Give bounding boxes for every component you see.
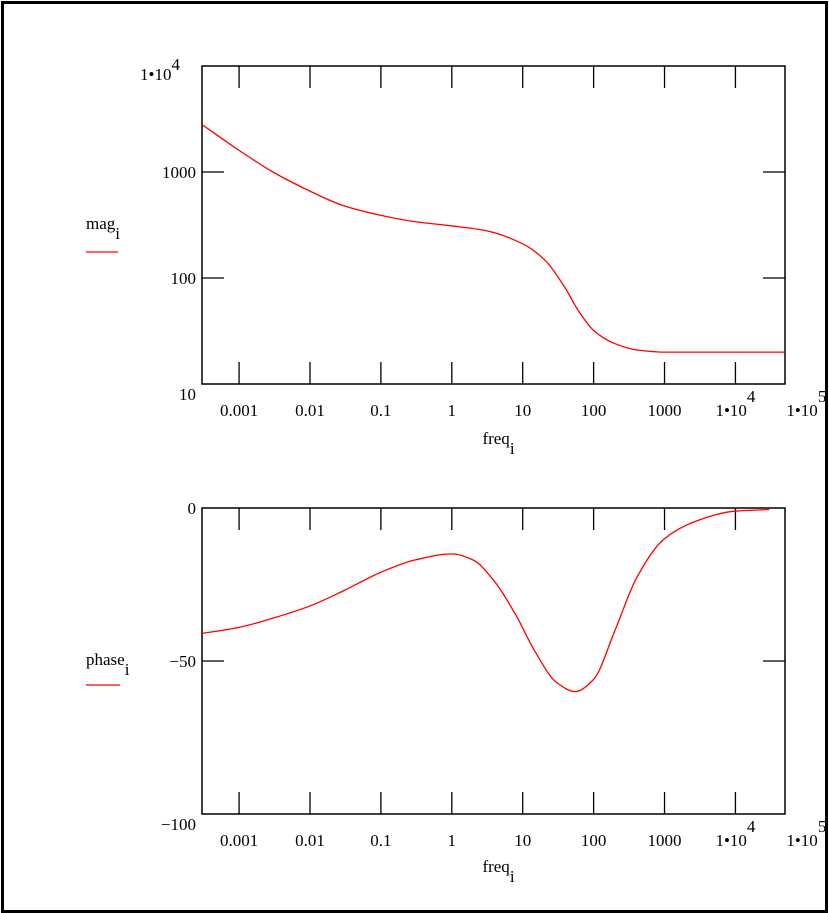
x-axis-title: freqi	[482, 429, 514, 458]
y-tick-label: 1•104	[140, 55, 180, 84]
x-tick-label: 1•104	[715, 817, 755, 850]
plot-box	[201, 65, 786, 385]
magnitude-plot: 10 100 1000 1•104 0.001 0.01 0.1 1 10 100 1000 1•10…	[86, 55, 826, 458]
x-tick-label: 10	[514, 831, 531, 850]
x-tick-label: 1	[448, 401, 457, 420]
y-tick-label: 100	[171, 269, 197, 288]
x-axis-title: freqi	[482, 857, 514, 886]
y-tick-label: 0	[188, 499, 197, 518]
x-tick-label: 10	[514, 401, 531, 420]
x-tick-label: 100	[581, 401, 607, 420]
y-tick-label: 10	[179, 385, 196, 404]
x-tick-label: 0.1	[370, 401, 391, 420]
x-tick-label: 100	[581, 831, 607, 850]
plot-box	[201, 507, 786, 815]
x-tick-label: 0.1	[370, 831, 391, 850]
magnitude-series-line	[202, 124, 785, 353]
x-tick-label: 1•105	[786, 387, 826, 420]
y-axis-title: magi	[86, 214, 120, 243]
x-tick-label: 1000	[648, 401, 682, 420]
y-axis-title: phasei	[86, 650, 130, 679]
x-tick-label: 1•105	[786, 817, 826, 850]
y-tick-label: 1000	[162, 163, 196, 182]
x-tick-label: 0.001	[220, 401, 258, 420]
x-tick-label: 1•104	[715, 387, 755, 420]
y-tick-label: −50	[169, 652, 196, 671]
phase-series-line	[202, 508, 770, 693]
x-tick-label: 0.001	[220, 831, 258, 850]
phase-plot: 0 −50 −100 0.001 0.01 0.1 1 10 100 1000 1•104 1•105…	[86, 499, 826, 886]
x-tick-label: 0.01	[295, 401, 325, 420]
x-tick-label: 1000	[648, 831, 682, 850]
x-tick-label: 0.01	[295, 831, 325, 850]
y-tick-label: −100	[161, 815, 196, 834]
x-tick-label: 1	[448, 831, 457, 850]
